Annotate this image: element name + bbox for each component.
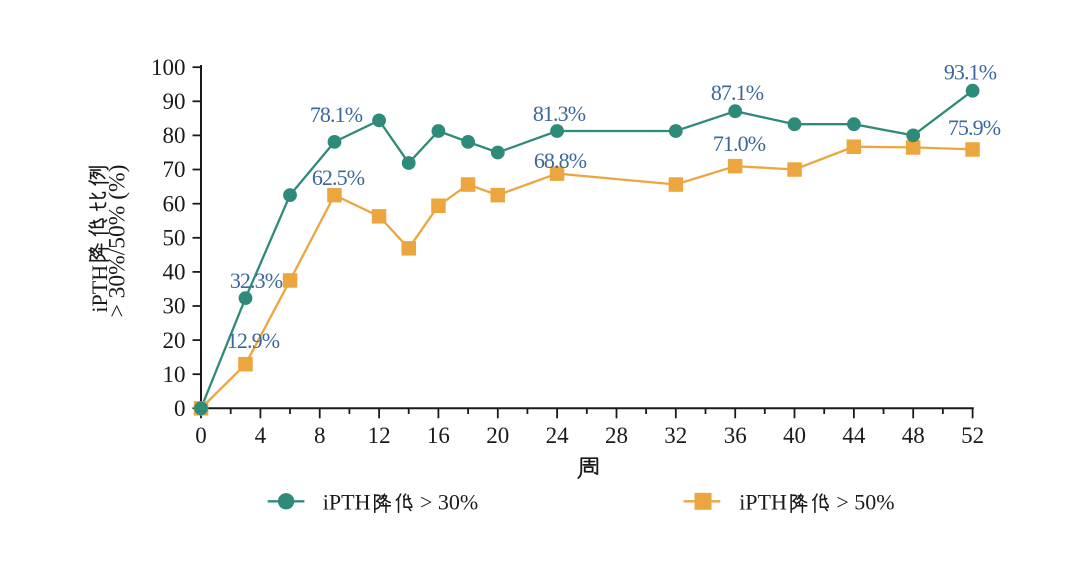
svg-text:93.1%: 93.1% xyxy=(944,60,997,85)
svg-text:62.5%: 62.5% xyxy=(312,165,365,190)
svg-text:36: 36 xyxy=(724,423,747,448)
svg-text:24: 24 xyxy=(546,423,570,448)
svg-text:10: 10 xyxy=(163,362,186,387)
svg-text:81.3%: 81.3% xyxy=(533,101,586,126)
svg-text:iPTH: iPTH xyxy=(87,265,112,313)
svg-text:50: 50 xyxy=(163,226,186,251)
svg-text:52: 52 xyxy=(961,423,984,448)
svg-text:12.9%: 12.9% xyxy=(227,328,280,353)
svg-text:100: 100 xyxy=(151,55,186,80)
svg-text:40: 40 xyxy=(783,423,806,448)
svg-text:20: 20 xyxy=(486,423,509,448)
svg-text:32.3%: 32.3% xyxy=(230,268,283,293)
svg-text:> 30%: > 30% xyxy=(415,489,479,514)
svg-text:44: 44 xyxy=(842,423,866,448)
svg-text:8: 8 xyxy=(314,423,326,448)
svg-text:iPTH: iPTH xyxy=(739,489,787,514)
svg-text:12: 12 xyxy=(368,423,391,448)
svg-text:20: 20 xyxy=(163,328,186,353)
svg-text:80: 80 xyxy=(163,123,186,148)
svg-text:87.1%: 87.1% xyxy=(711,80,764,105)
svg-text:> 30%/50% (%): > 30%/50% (%) xyxy=(105,165,131,318)
svg-text:68.8%: 68.8% xyxy=(534,148,587,173)
svg-text:30: 30 xyxy=(163,294,186,319)
svg-text:> 50%: > 50% xyxy=(831,489,895,514)
svg-text:16: 16 xyxy=(427,423,450,448)
svg-text:28: 28 xyxy=(605,423,628,448)
svg-text:70: 70 xyxy=(163,157,186,182)
svg-text:48: 48 xyxy=(902,423,925,448)
svg-text:75.9%: 75.9% xyxy=(948,115,1001,140)
svg-text:60: 60 xyxy=(163,191,186,216)
svg-text:0: 0 xyxy=(195,423,207,448)
svg-text:iPTH: iPTH xyxy=(323,489,371,514)
svg-text:40: 40 xyxy=(163,260,186,285)
svg-text:78.1%: 78.1% xyxy=(310,102,363,127)
svg-text:0: 0 xyxy=(174,396,186,421)
svg-text:32: 32 xyxy=(664,423,687,448)
svg-text:4: 4 xyxy=(255,423,267,448)
svg-text:71.0%: 71.0% xyxy=(713,131,766,156)
svg-text:90: 90 xyxy=(163,89,186,114)
